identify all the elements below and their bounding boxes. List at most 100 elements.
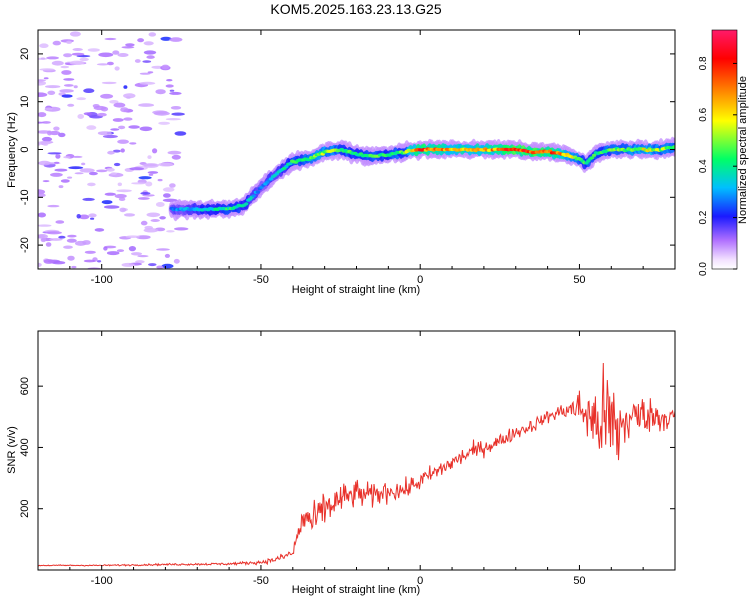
noise-blob bbox=[147, 171, 159, 174]
noise-blob bbox=[147, 155, 152, 160]
noise-blob bbox=[156, 265, 164, 269]
noise-blob bbox=[137, 38, 145, 43]
noise-blob bbox=[39, 43, 49, 48]
noise-blob bbox=[145, 181, 153, 187]
spectrogram-xtick-label: -50 bbox=[253, 274, 269, 286]
noise-blob bbox=[58, 185, 64, 189]
noise-blob bbox=[38, 79, 47, 82]
noise-blob bbox=[38, 141, 51, 145]
noise-blob bbox=[153, 111, 170, 116]
noise-blob bbox=[83, 259, 96, 263]
noise-blob bbox=[40, 237, 47, 243]
noise-blob bbox=[43, 259, 55, 264]
noise-blob bbox=[46, 231, 62, 235]
noise-blob bbox=[121, 262, 135, 267]
noise-blob bbox=[38, 212, 46, 218]
noise-blob bbox=[140, 192, 151, 195]
noise-blob bbox=[98, 52, 114, 58]
noise-blob bbox=[69, 60, 85, 65]
noise-blob bbox=[97, 260, 102, 263]
noise-blob bbox=[114, 194, 127, 199]
colorbar-tick-label: 0.6 bbox=[698, 107, 709, 121]
noise-blob bbox=[162, 198, 178, 202]
noise-blob bbox=[82, 197, 95, 201]
noise-blob bbox=[77, 114, 84, 119]
snr-xtick-label: -100 bbox=[91, 575, 113, 587]
noise-blob bbox=[60, 65, 70, 69]
noise-blob bbox=[169, 183, 176, 188]
noise-blob bbox=[67, 103, 75, 107]
spectrogram-xlabel: Height of straight line (km) bbox=[292, 284, 420, 296]
noise-blob bbox=[160, 36, 172, 41]
colorbar-gradient bbox=[711, 29, 738, 270]
noise-blob bbox=[38, 160, 51, 166]
noise-blob bbox=[41, 136, 53, 142]
noise-blob bbox=[68, 166, 84, 170]
noise-blob bbox=[51, 60, 64, 66]
noise-blob bbox=[38, 234, 48, 239]
noise-blob bbox=[94, 228, 105, 232]
noise-blob bbox=[39, 68, 55, 71]
noise-blob bbox=[116, 189, 132, 193]
ridge-core bbox=[591, 153, 597, 157]
noise-blob bbox=[171, 112, 185, 116]
noise-blob bbox=[102, 134, 118, 139]
noise-blob bbox=[166, 230, 175, 233]
colorbar-tick-label: 0.8 bbox=[698, 56, 709, 70]
noise-blob bbox=[113, 102, 126, 108]
figure-title: KOM5.2025.163.23.13.G25 bbox=[270, 1, 441, 17]
noise-blob bbox=[87, 48, 100, 52]
noise-blob bbox=[96, 63, 109, 66]
noise-blob bbox=[148, 263, 157, 267]
noise-blob bbox=[61, 70, 72, 75]
noise-blob bbox=[117, 139, 129, 144]
noise-blob bbox=[165, 118, 181, 121]
noise-blob bbox=[174, 131, 187, 136]
snr-xtick-label: -50 bbox=[253, 575, 269, 587]
noise-blob bbox=[67, 176, 73, 179]
noise-blob bbox=[118, 125, 126, 130]
noise-blob bbox=[79, 57, 89, 62]
noise-blob bbox=[128, 246, 136, 252]
noise-blob bbox=[150, 219, 160, 222]
noise-blob bbox=[143, 41, 154, 46]
colorbar: 0.0 0.2 0.4 0.6 0.8 Normalized spectral ampl… bbox=[698, 29, 749, 276]
noise-blob bbox=[66, 238, 77, 243]
noise-blob bbox=[112, 149, 121, 153]
noise-blob bbox=[58, 235, 66, 239]
noise-blob bbox=[161, 263, 174, 269]
noise-blob bbox=[53, 126, 60, 131]
noise-blob bbox=[137, 197, 150, 200]
noise-blob bbox=[84, 250, 96, 254]
noise-blob bbox=[129, 142, 137, 145]
noise-blob bbox=[114, 66, 120, 71]
noise-blob bbox=[63, 156, 71, 159]
noise-blob bbox=[78, 214, 90, 220]
snr-xtick-label: 0 bbox=[417, 575, 423, 587]
snr-plot-area bbox=[38, 331, 675, 570]
noise-blob bbox=[49, 238, 63, 241]
noise-blob bbox=[81, 162, 86, 166]
noise-blob bbox=[82, 240, 91, 245]
noise-blob bbox=[158, 121, 171, 125]
noise-blob bbox=[72, 155, 83, 158]
noise-blob bbox=[101, 81, 117, 85]
noise-blob bbox=[87, 182, 96, 187]
noise-blob bbox=[138, 176, 152, 180]
noise-blob bbox=[86, 125, 97, 130]
noise-blob bbox=[159, 216, 166, 220]
noise-blob bbox=[155, 89, 166, 95]
noise-blob bbox=[44, 107, 53, 111]
spectrogram-ytick-label: 0 bbox=[19, 146, 31, 152]
noise-blob bbox=[71, 52, 85, 56]
snr-series-line bbox=[38, 362, 675, 567]
noise-blob bbox=[156, 248, 170, 251]
ridge-core bbox=[255, 190, 260, 194]
noise-blob bbox=[116, 249, 125, 253]
noise-blob bbox=[79, 168, 95, 173]
noise-blob bbox=[97, 131, 112, 136]
noise-blob bbox=[117, 53, 129, 57]
